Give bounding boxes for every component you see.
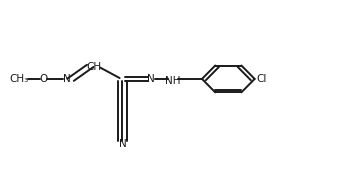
Text: CH: CH bbox=[86, 62, 101, 72]
Text: N: N bbox=[147, 74, 155, 84]
Text: N: N bbox=[63, 74, 71, 84]
Text: O: O bbox=[40, 74, 48, 84]
Text: Cl: Cl bbox=[256, 74, 267, 84]
Text: NH: NH bbox=[165, 76, 180, 86]
Text: N: N bbox=[119, 139, 126, 149]
Text: CH₃: CH₃ bbox=[9, 74, 28, 84]
